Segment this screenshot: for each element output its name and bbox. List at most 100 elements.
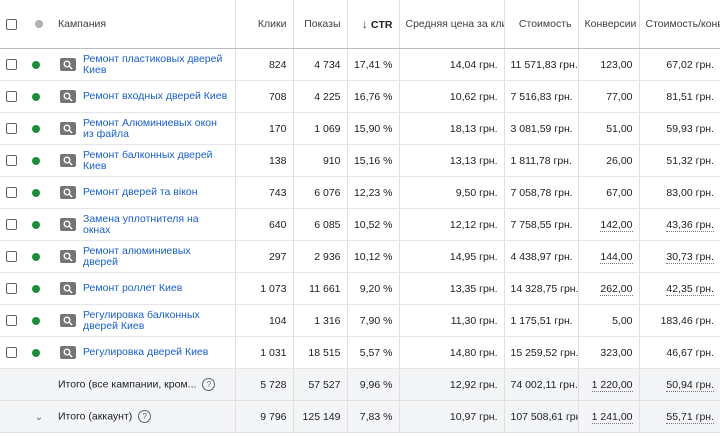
- campaign-name-link[interactable]: Ремонт алюминиевых дверей: [83, 244, 191, 268]
- header-ctr[interactable]: ↓ CTR: [346, 0, 399, 49]
- campaign-name-link[interactable]: Регулировка балконных дверей Киев: [83, 308, 200, 332]
- row-select[interactable]: [0, 208, 26, 241]
- row-checkbox[interactable]: [6, 123, 17, 135]
- header-clicks[interactable]: Клики: [234, 0, 293, 49]
- status-enabled-dot[interactable]: [32, 124, 40, 133]
- row-status[interactable]: [26, 272, 52, 305]
- status-enabled-dot[interactable]: [32, 188, 40, 197]
- search-icon: [60, 250, 76, 263]
- table-row[interactable]: Ремонт Алюминиевых окон из файла 170 1 069…: [0, 112, 720, 145]
- status-enabled-dot[interactable]: [32, 252, 40, 261]
- status-enabled-dot[interactable]: [32, 156, 40, 165]
- avg-cpc-cell: 14,95 грн.: [398, 240, 504, 273]
- campaign-name-link[interactable]: Ремонт роллет Киев: [83, 282, 183, 294]
- status-enabled-dot[interactable]: [32, 316, 40, 325]
- table-row[interactable]: Ремонт дверей та вікон 743 6 076 12,23 % 9,5…: [0, 176, 720, 209]
- row-status[interactable]: [26, 336, 52, 369]
- row-select[interactable]: [0, 48, 26, 81]
- row-select[interactable]: [0, 336, 26, 369]
- select-all-checkbox[interactable]: [6, 18, 17, 30]
- row-checkbox[interactable]: [6, 219, 17, 231]
- cost-per-conv-cell: 81,51 грн.: [638, 80, 720, 113]
- avg-cpc-cell: 14,04 грн.: [398, 48, 504, 81]
- totals-avg-cpc: 12,92 грн.: [398, 368, 504, 401]
- ctr-cell: 7,90 %: [346, 304, 399, 337]
- status-enabled-dot[interactable]: [32, 348, 40, 357]
- status-enabled-dot[interactable]: [32, 92, 40, 101]
- cost-cell: 15 259,52 грн.: [503, 336, 578, 369]
- table-row[interactable]: Ремонт входных дверей Киев 708 4 225 16,76 …: [0, 80, 720, 113]
- impressions-cell: 4 225: [292, 80, 347, 113]
- row-status[interactable]: [26, 112, 52, 145]
- row-status[interactable]: [26, 80, 52, 113]
- header-select-all[interactable]: [0, 0, 26, 49]
- ctr-cell: 16,76 %: [346, 80, 399, 113]
- header-campaign[interactable]: Кампания: [52, 0, 235, 49]
- avg-cpc-cell: 12,12 грн.: [398, 208, 504, 241]
- conversions-cell: 26,00: [577, 144, 639, 177]
- campaign-name-link[interactable]: Регулировка дверей Киев: [83, 346, 209, 358]
- row-select[interactable]: [0, 80, 26, 113]
- totals-label-cell: Итого (аккаунт)?: [52, 400, 235, 433]
- search-icon: [60, 186, 76, 199]
- row-status[interactable]: [26, 240, 52, 273]
- cost-cell: 7 758,55 грн.: [503, 208, 578, 241]
- row-checkbox[interactable]: [6, 347, 17, 359]
- header-avg-cpc[interactable]: Средняя цена за клик: [398, 0, 504, 49]
- avg-cpc-cell: 14,80 грн.: [398, 336, 504, 369]
- campaign-cell: Ремонт дверей та вікон: [52, 176, 235, 209]
- table-row[interactable]: Ремонт роллет Киев 1 073 11 661 9,20 % 13,35…: [0, 272, 720, 305]
- campaign-name-link[interactable]: Ремонт входных дверей Киев: [83, 90, 228, 102]
- conversions-cell: 67,00: [577, 176, 639, 209]
- header-cost-per-conv[interactable]: Стоимость/конв.: [638, 0, 720, 49]
- row-checkbox[interactable]: [6, 251, 17, 263]
- campaign-name-link[interactable]: Ремонт пластиковых дверей Киев: [83, 52, 223, 76]
- row-select[interactable]: [0, 272, 26, 305]
- row-select[interactable]: [0, 240, 26, 273]
- totals-impressions: 125 149: [292, 400, 347, 433]
- campaign-name-link[interactable]: Замена уплотнителя на окнах: [83, 212, 199, 236]
- help-icon[interactable]: ?: [202, 378, 216, 391]
- row-status[interactable]: [26, 48, 52, 81]
- cost-cell: 7 058,78 грн.: [503, 176, 578, 209]
- cost-cell: 4 438,97 грн.: [503, 240, 578, 273]
- clicks-cell: 170: [234, 112, 293, 145]
- table-row[interactable]: Регулировка балконных дверей Киев 104 1 31…: [0, 304, 720, 337]
- table-row[interactable]: Регулировка дверей Киев 1 031 18 515 5,57 %…: [0, 336, 720, 369]
- campaign-name-link[interactable]: Ремонт дверей та вікон: [83, 186, 198, 198]
- row-status[interactable]: [26, 208, 52, 241]
- status-enabled-dot[interactable]: [32, 60, 40, 69]
- row-checkbox[interactable]: [6, 283, 17, 295]
- row-select[interactable]: [0, 304, 26, 337]
- campaign-cell: Ремонт алюминиевых дверей: [52, 240, 235, 273]
- campaign-cell: Ремонт балконных дверей Киев: [52, 144, 235, 177]
- status-enabled-dot[interactable]: [32, 220, 40, 229]
- avg-cpc-cell: 9,50 грн.: [398, 176, 504, 209]
- expand-toggle[interactable]: ⌄: [26, 400, 52, 433]
- help-icon[interactable]: ?: [138, 410, 152, 423]
- table-row[interactable]: Ремонт балконных дверей Киев 138 910 15,16 …: [0, 144, 720, 177]
- table-row[interactable]: Ремонт алюминиевых дверей 297 2 936 10,12 %…: [0, 240, 720, 273]
- row-checkbox[interactable]: [6, 315, 17, 327]
- row-checkbox[interactable]: [6, 91, 17, 103]
- row-select[interactable]: [0, 144, 26, 177]
- row-select[interactable]: [0, 112, 26, 145]
- row-status[interactable]: [26, 304, 52, 337]
- ctr-cell: 12,23 %: [346, 176, 399, 209]
- row-checkbox[interactable]: [6, 59, 17, 71]
- table-row[interactable]: Ремонт пластиковых дверей Киев 824 4 734 17…: [0, 48, 720, 81]
- row-status[interactable]: [26, 144, 52, 177]
- status-enabled-dot[interactable]: [32, 284, 40, 293]
- campaign-name-link[interactable]: Ремонт Алюминиевых окон из файла: [83, 116, 217, 140]
- clicks-cell: 1 073: [234, 272, 293, 305]
- header-conversions[interactable]: Конверсии: [577, 0, 639, 49]
- table-row[interactable]: Замена уплотнителя на окнах 640 6 085 10,52…: [0, 208, 720, 241]
- chevron-down-icon[interactable]: ⌄: [34, 411, 44, 423]
- row-checkbox[interactable]: [6, 155, 17, 167]
- campaign-name-link[interactable]: Ремонт балконных дверей Киев: [83, 148, 213, 172]
- header-cost[interactable]: Стоимость: [503, 0, 578, 49]
- row-select[interactable]: [0, 176, 26, 209]
- header-impressions[interactable]: Показы: [292, 0, 347, 49]
- row-checkbox[interactable]: [6, 187, 17, 199]
- row-status[interactable]: [26, 176, 52, 209]
